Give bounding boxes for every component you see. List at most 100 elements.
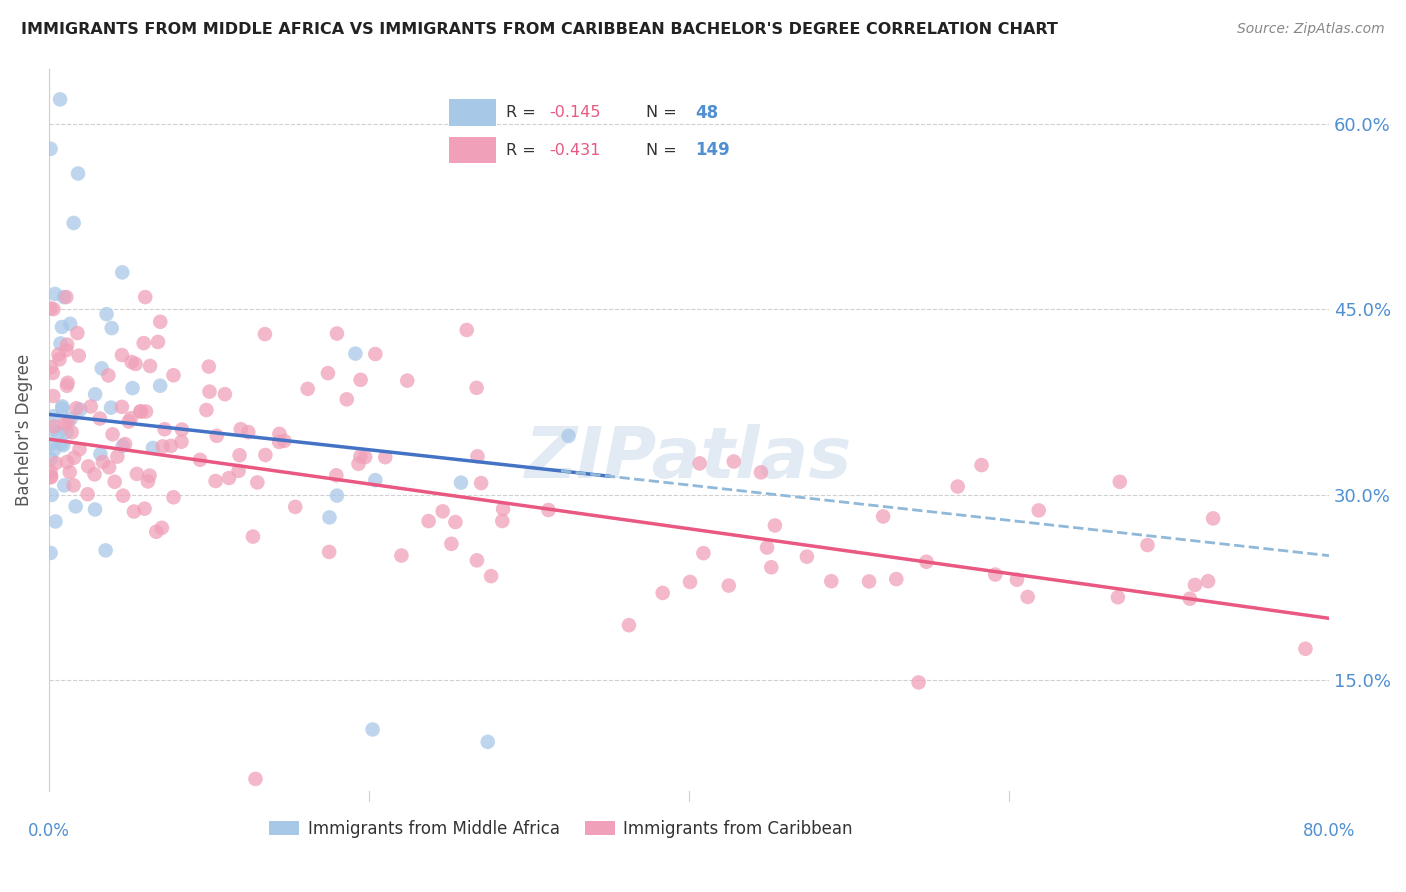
Point: [218, 471, 240, 485]
Point: [316, 366, 339, 380]
Point: [492, 502, 515, 516]
Point: [1184, 578, 1206, 592]
Text: Source: ZipAtlas.com: Source: ZipAtlas.com: [1237, 22, 1385, 37]
Point: [491, 514, 513, 528]
Point: [152, 439, 174, 453]
Point: [273, 434, 295, 448]
Point: [717, 578, 740, 592]
Y-axis label: Bachelor's Degree: Bachelor's Degree: [15, 354, 32, 506]
Point: [97, 368, 120, 383]
Point: [470, 476, 492, 491]
Point: [139, 359, 162, 373]
Point: [858, 574, 880, 589]
Point: [89, 411, 111, 425]
Point: [134, 290, 156, 304]
Point: [59, 465, 82, 479]
Point: [254, 448, 277, 462]
Point: [52, 290, 75, 304]
Point: [146, 334, 169, 349]
Point: [617, 618, 640, 632]
Point: [984, 567, 1007, 582]
Point: [205, 429, 228, 443]
Point: [284, 500, 307, 514]
Point: [42, 366, 65, 380]
Point: [84, 387, 107, 401]
Point: [537, 503, 560, 517]
Point: [149, 315, 172, 329]
Point: [761, 560, 783, 574]
Point: [125, 467, 148, 481]
Point: [467, 450, 489, 464]
Point: [77, 459, 100, 474]
Point: [62, 216, 84, 230]
Point: [1028, 503, 1050, 517]
Point: [98, 460, 121, 475]
Point: [269, 426, 291, 441]
Point: [42, 442, 65, 457]
Point: [122, 504, 145, 518]
Point: [49, 336, 72, 351]
Point: [245, 772, 267, 786]
Point: [162, 490, 184, 504]
Point: [48, 352, 70, 367]
Point: [326, 326, 349, 341]
Point: [756, 541, 779, 555]
Point: [1005, 573, 1028, 587]
Point: [418, 514, 440, 528]
Point: [65, 500, 87, 514]
Point: [325, 468, 347, 483]
Point: [872, 509, 894, 524]
Point: [432, 504, 454, 518]
Point: [364, 473, 387, 487]
Point: [336, 392, 359, 407]
Point: [56, 376, 79, 390]
Point: [111, 400, 134, 414]
Point: [42, 423, 65, 437]
Point: [465, 553, 488, 567]
Point: [763, 518, 786, 533]
Point: [796, 549, 818, 564]
Point: [374, 450, 396, 465]
Point: [67, 167, 90, 181]
Point: [44, 515, 66, 529]
Point: [56, 378, 79, 392]
Text: IMMIGRANTS FROM MIDDLE AFRICA VS IMMIGRANTS FROM CARIBBEAN BACHELOR'S DEGREE COR: IMMIGRANTS FROM MIDDLE AFRICA VS IMMIGRA…: [21, 22, 1057, 37]
Point: [121, 381, 143, 395]
Point: [228, 448, 250, 462]
Point: [297, 382, 319, 396]
Point: [229, 422, 252, 436]
Point: [56, 415, 79, 429]
Point: [44, 287, 66, 301]
Point: [347, 457, 370, 471]
Point: [361, 723, 384, 737]
Point: [129, 404, 152, 418]
Point: [55, 290, 77, 304]
Point: [1136, 538, 1159, 552]
Point: [39, 142, 62, 156]
Point: [1108, 475, 1130, 489]
Point: [145, 524, 167, 539]
Point: [45, 456, 67, 470]
Point: [651, 586, 673, 600]
Point: [111, 265, 134, 279]
Point: [55, 343, 77, 358]
Point: [238, 425, 260, 439]
Point: [42, 389, 65, 403]
Point: [67, 349, 90, 363]
Point: [91, 455, 114, 469]
Point: [170, 423, 193, 437]
Point: [253, 327, 276, 342]
Point: [49, 437, 72, 451]
Point: [349, 450, 371, 464]
Point: [318, 510, 340, 524]
Point: [66, 326, 89, 340]
Point: [89, 447, 111, 461]
Point: [55, 425, 77, 439]
Point: [160, 439, 183, 453]
Point: [444, 515, 467, 529]
Point: [162, 368, 184, 383]
Point: [60, 425, 83, 440]
Point: [84, 502, 107, 516]
Point: [42, 302, 65, 317]
Point: [138, 468, 160, 483]
